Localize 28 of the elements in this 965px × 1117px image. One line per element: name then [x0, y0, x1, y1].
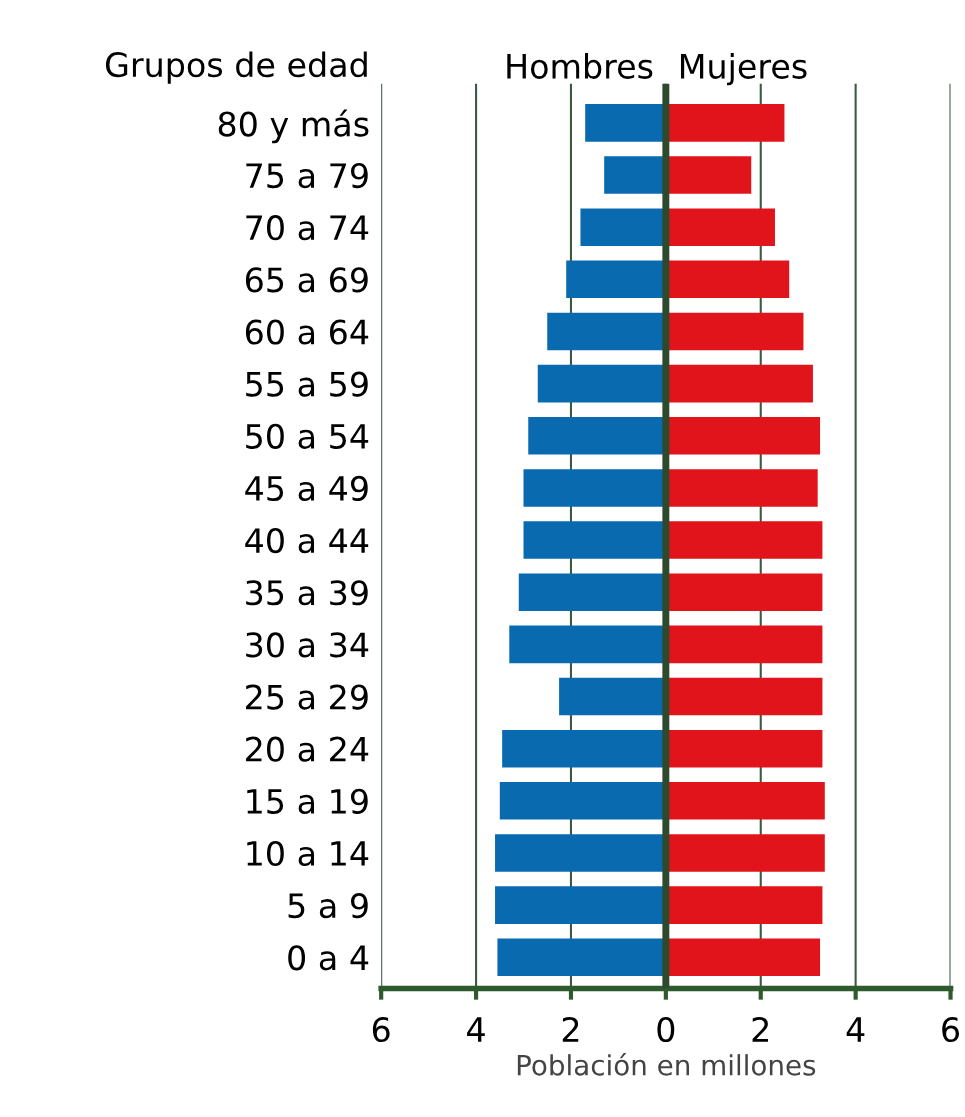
y-tick-label: 5 a 9 — [288, 893, 368, 919]
y-tick-label: 50 a 54 — [246, 423, 369, 449]
x-tick-label: 2 — [562, 1016, 579, 1042]
y-tick-label: 40 a 44 — [245, 528, 369, 554]
y-tick-label: 55 a 59 — [246, 371, 368, 397]
x-tick-label: 6 — [372, 1016, 390, 1043]
y-tick-label: 80 y más — [218, 109, 369, 144]
x-tick-label: 4 — [846, 1017, 865, 1042]
y-tick-label: 75 a 79 — [246, 162, 368, 189]
y-tick-label: 15 a 19 — [247, 788, 368, 814]
y-tick-label: 60 a 64 — [245, 319, 369, 345]
y-axis-title: Grupos de edad — [105, 51, 367, 84]
y-tick-label: 10 a 14 — [247, 840, 369, 867]
y-tick-label: 30 a 34 — [246, 632, 369, 658]
x-tick-label: 2 — [752, 1016, 769, 1042]
y-tick-label: 45 a 49 — [245, 475, 368, 502]
y-tick-label: 0 a 4 — [288, 945, 369, 971]
y-tick-label: 35 a 39 — [246, 580, 368, 606]
x-tick-label: 0 — [657, 1016, 675, 1043]
x-tick-label: 4 — [467, 1017, 485, 1042]
series-label: Mujeres — [680, 53, 807, 86]
x-axis-title: Población en millones — [517, 1053, 816, 1076]
y-tick-label: 70 a 74 — [246, 215, 369, 241]
x-tick-label: 6 — [942, 1016, 960, 1043]
series-label: Hombres — [507, 53, 653, 79]
y-tick-label: 65 a 69 — [245, 267, 368, 293]
y-tick-label: 25 a 29 — [246, 684, 368, 710]
y-tick-label: 20 a 24 — [246, 736, 369, 762]
